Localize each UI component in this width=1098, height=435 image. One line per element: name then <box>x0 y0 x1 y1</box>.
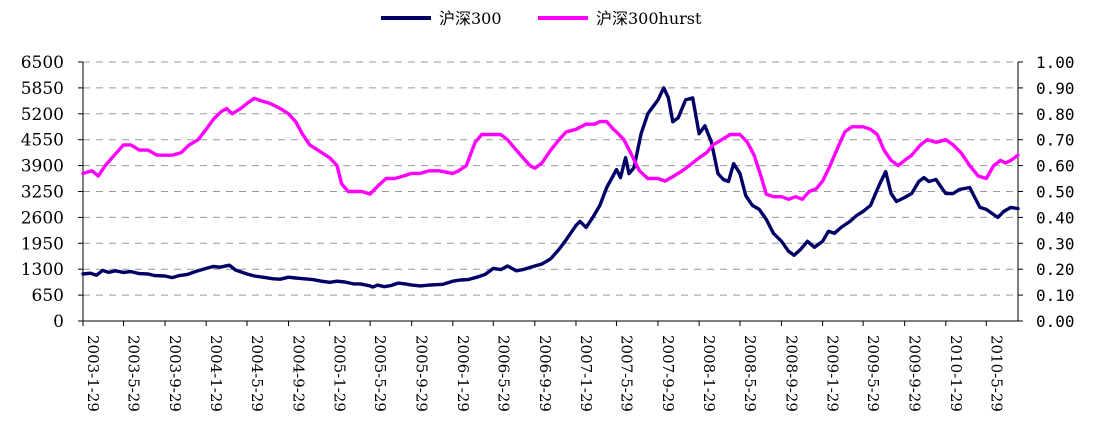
x-tick-label: 2003-5-29 <box>124 335 142 412</box>
legend-label-hs300: 沪深300 <box>439 9 502 28</box>
y-right-tick-label: 0.40 <box>1036 208 1075 227</box>
x-tick-label: 2005-5-29 <box>371 335 389 412</box>
x-tick-label: 2005-1-29 <box>331 335 349 412</box>
y-left-tick-label: 5850 <box>21 79 64 99</box>
x-tick-label: 2006-9-29 <box>536 335 554 412</box>
y-right-tick-label: 0.00 <box>1036 312 1075 331</box>
x-tick-label: 2007-5-29 <box>617 335 635 412</box>
x-tick-label: 2006-1-29 <box>454 335 472 412</box>
y-right-tick-label: 0.80 <box>1036 105 1075 124</box>
y-left-tick-label: 5200 <box>21 105 64 125</box>
y-right-tick-label: 0.20 <box>1036 260 1075 279</box>
y-left-tick-label: 1300 <box>21 260 64 280</box>
x-tick-label: 2010-5-29 <box>987 335 1005 412</box>
legend: 沪深300 沪深300hurst <box>381 9 702 28</box>
right-axis-ticks: 0.00 0.10 0.20 0.30 0.40 0.50 0.60 0.70 0.80 0.90… <box>1036 53 1075 331</box>
y-left-tick-label: 1950 <box>21 234 64 254</box>
y-left-tick-label: 3250 <box>21 183 64 203</box>
y-left-tick-label: 6500 <box>21 53 64 73</box>
x-axis-ticks: 2003-1-29 2003-5-29 2003-9-29 2004-1-29 2004… <box>82 321 1005 412</box>
x-tick-label: 2005-9-29 <box>413 335 431 412</box>
y-left-tick-label: 2600 <box>21 208 64 228</box>
x-tick-label: 2009-9-29 <box>906 335 924 412</box>
series-line-hs300 <box>81 86 1020 289</box>
y-right-tick-label: 0.10 <box>1036 286 1075 305</box>
x-tick-label: 2003-9-29 <box>166 335 184 412</box>
y-right-tick-label: 0.50 <box>1036 183 1075 202</box>
x-tick-label: 2010-1-29 <box>947 335 965 412</box>
x-tick-label: 2004-1-29 <box>207 335 225 412</box>
x-tick-label: 2008-5-29 <box>741 335 759 412</box>
x-tick-label: 2004-9-29 <box>289 335 307 412</box>
y-right-tick-label: 0.30 <box>1036 234 1075 253</box>
x-tick-label: 2008-1-29 <box>700 335 718 412</box>
y-right-tick-label: 0.60 <box>1036 157 1075 176</box>
legend-label-hs300-hurst: 沪深300hurst <box>596 9 702 28</box>
y-left-tick-label: 3900 <box>21 157 64 177</box>
y-right-tick-label: 0.90 <box>1036 79 1075 98</box>
x-tick-label: 2006-5-29 <box>494 335 512 412</box>
x-tick-label: 2007-1-29 <box>577 335 595 412</box>
y-left-tick-label: 4550 <box>21 131 64 151</box>
x-tick-label: 2003-1-29 <box>84 335 102 412</box>
x-tick-label: 2007-9-29 <box>659 335 677 412</box>
x-tick-label: 2008-9-29 <box>782 335 800 412</box>
axes <box>78 61 1023 322</box>
y-left-tick-label: 650 <box>32 286 64 306</box>
y-right-tick-label: 1.00 <box>1036 53 1075 72</box>
y-left-tick-label: 0 <box>53 312 64 332</box>
series-line-hs300-hurst <box>81 96 1020 201</box>
left-axis-ticks: 0 650 1300 1950 2600 3250 3900 4550 5200 5850 6500 <box>21 53 64 332</box>
x-tick-label: 2009-5-29 <box>864 335 882 412</box>
x-tick-label: 2009-1-29 <box>824 335 842 412</box>
y-right-tick-label: 0.70 <box>1036 131 1075 150</box>
x-tick-label: 2004-5-29 <box>248 335 266 412</box>
series-lines <box>81 86 1020 289</box>
